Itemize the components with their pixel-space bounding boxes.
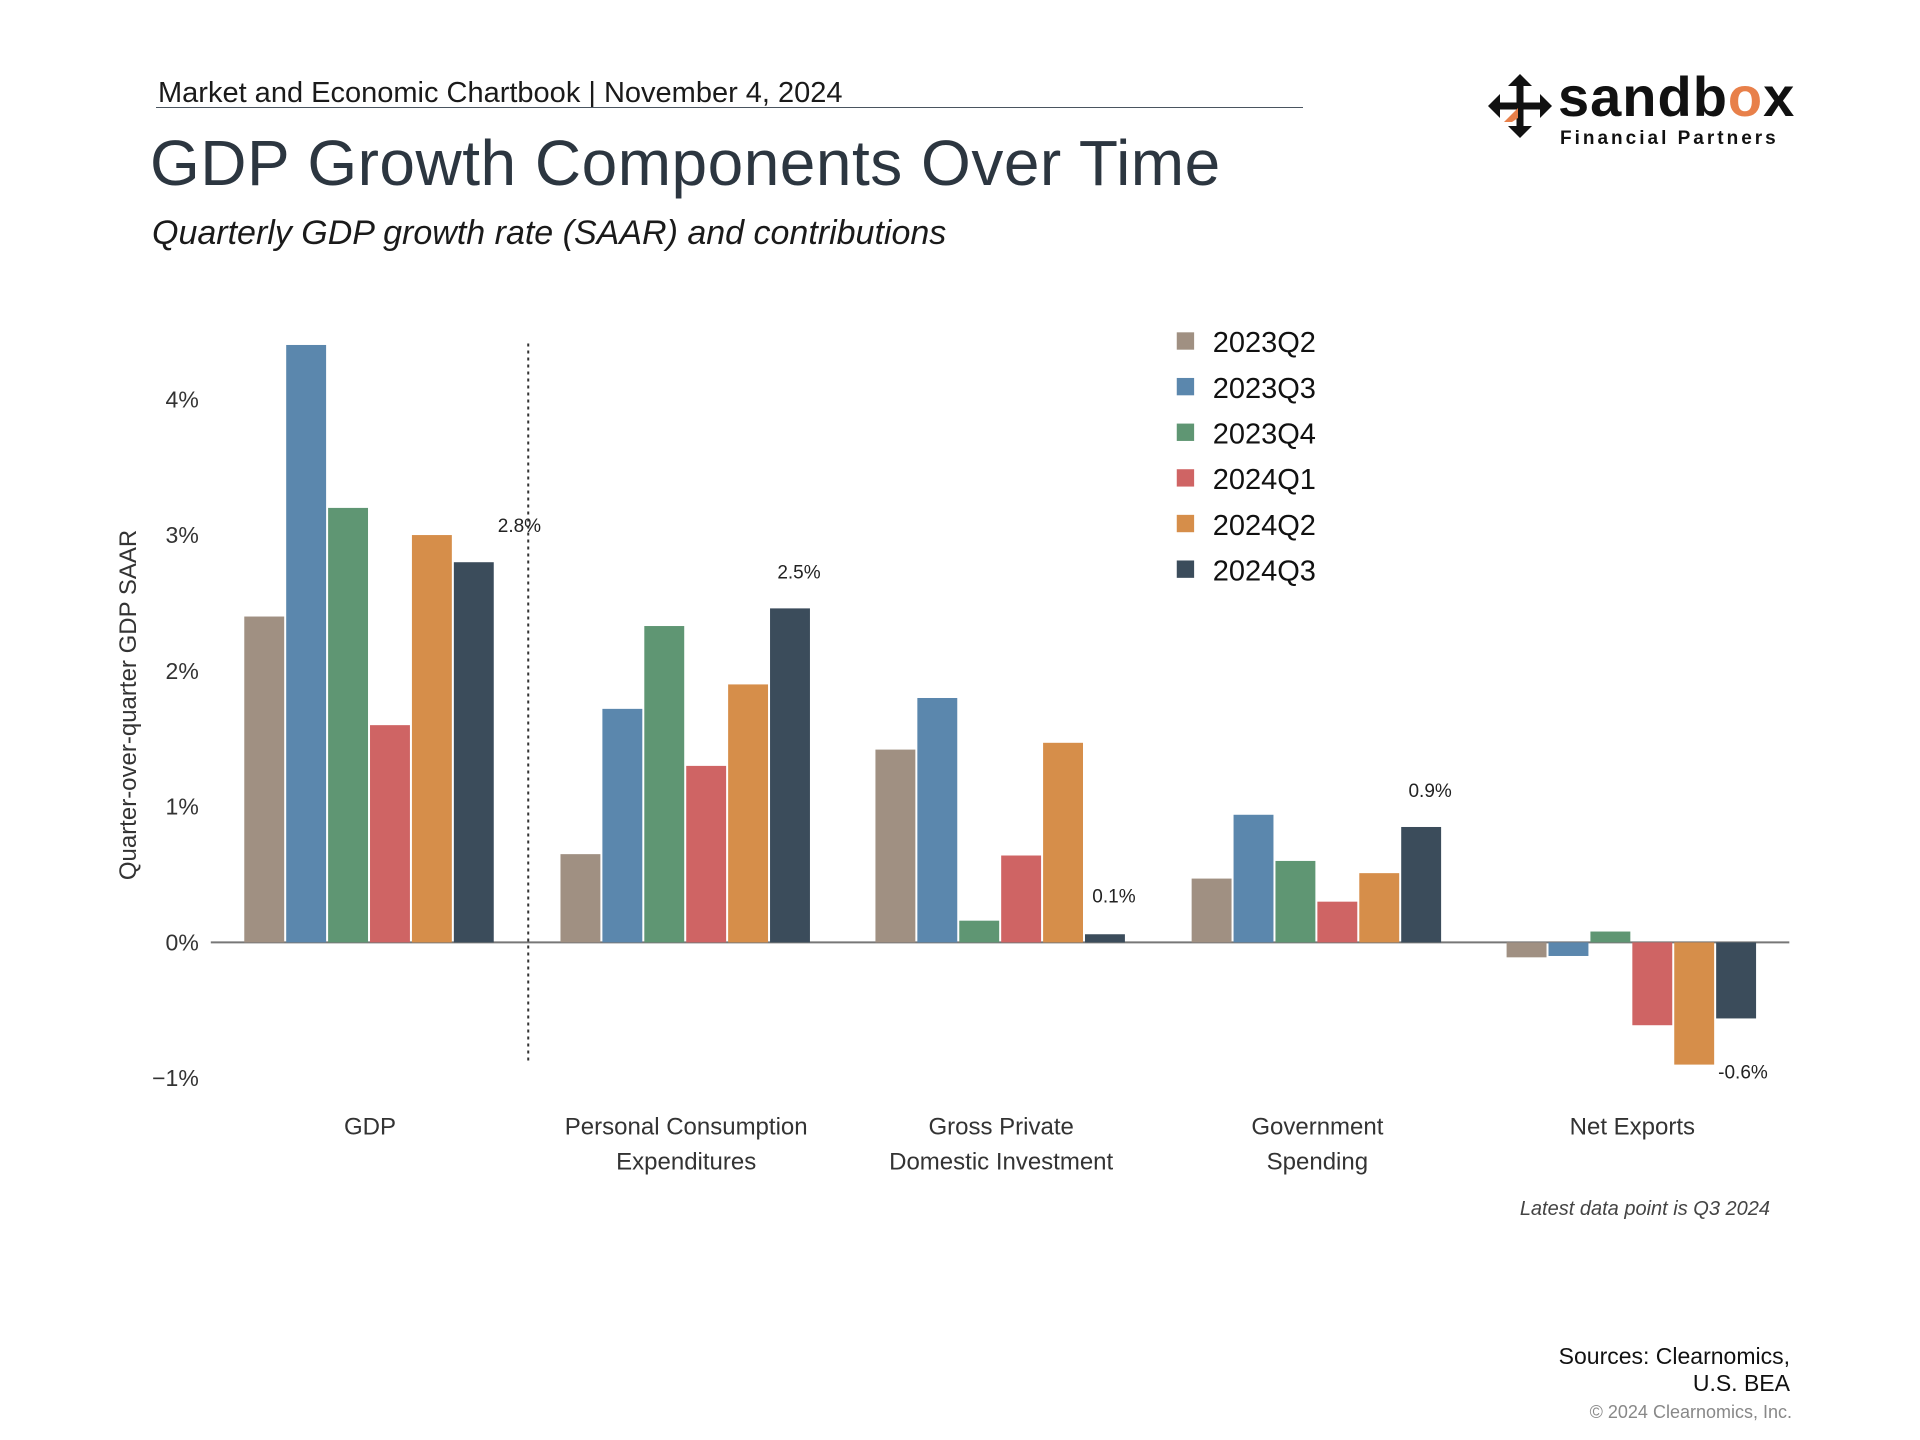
legend-label: 2024Q2 [1213, 510, 1316, 542]
latest-data-note: Latest data point is Q3 2024 [1519, 1198, 1770, 1220]
y-tick-label: 3% [166, 522, 199, 548]
y-tick-label: −1% [152, 1065, 199, 1091]
bar-2023q3-cat2 [917, 697, 958, 943]
legend-swatch [1176, 560, 1195, 578]
data-label: -0.6% [1718, 1063, 1768, 1084]
category-label: Personal Consumption [565, 1114, 808, 1141]
legend-label: 2024Q1 [1213, 464, 1316, 496]
bar-2024q3-cat1 [770, 608, 810, 943]
category-label: Government [1251, 1114, 1383, 1141]
bar-2024q1-cat1 [686, 765, 727, 943]
bars [244, 344, 1757, 1065]
page-title: GDP Growth Components Over Time [150, 127, 1221, 199]
legend-swatch [1176, 423, 1195, 441]
category-label: Net Exports [1570, 1114, 1695, 1141]
data-label: 0.9% [1408, 781, 1451, 802]
legend-swatch [1176, 514, 1195, 533]
category-label: GDP [344, 1114, 396, 1141]
y-tick-label: 4% [166, 386, 199, 412]
bar-2024q3-cat0 [453, 562, 494, 943]
bar-2023q4-cat3 [1275, 860, 1316, 943]
bar-2023q2-cat4 [1506, 942, 1547, 958]
bar-2023q2-cat1 [560, 854, 601, 943]
bar-2023q2-cat0 [244, 616, 285, 943]
logo-wordmark-prefix: sandb [1558, 65, 1728, 128]
bar-2023q4-cat0 [328, 507, 369, 943]
legend-label: 2024Q3 [1213, 555, 1316, 587]
bar-2024q1-cat3 [1317, 901, 1358, 943]
bar-2024q2-cat1 [728, 684, 769, 943]
sources: Sources: Clearnomics, U.S. BEA [1559, 1343, 1790, 1397]
logo-tagline: Financial Partners [1560, 128, 1779, 149]
legend-label: 2023Q4 [1213, 419, 1316, 451]
data-labels: 2.8% 2.5% 0.1% 0.9% -0.6% [498, 516, 1768, 1083]
legend-swatch [1176, 332, 1195, 350]
sandbox-logo: sandbox Financial Partners [1488, 65, 1794, 152]
bar-2023q4-cat1 [644, 626, 685, 943]
x-axis-categories: GDP Personal Consumption Expenditures Gross… [344, 1114, 1695, 1176]
legend-label: 2023Q2 [1213, 327, 1316, 359]
bar-2023q3-cat1 [602, 708, 643, 943]
bar-2023q3-cat3 [1233, 814, 1274, 943]
arrows-cross-icon [1488, 74, 1552, 138]
data-label: 2.5% [777, 562, 820, 583]
category-label: Domestic Investment [889, 1148, 1113, 1175]
logo-wordmark-accent: o [1727, 65, 1764, 128]
bar-2024q1-cat0 [370, 725, 410, 943]
y-axis-label: Quarter-over-quarter GDP SAAR [115, 530, 142, 880]
legend-label: 2023Q3 [1213, 373, 1316, 405]
bar-2024q1-cat2 [1001, 855, 1042, 943]
bar-2024q1-cat4 [1632, 942, 1673, 1026]
bar-2024q3-cat3 [1401, 826, 1442, 943]
chartbook-header: Market and Economic Chartbook | November… [158, 77, 843, 109]
data-label: 2.8% [498, 516, 541, 537]
bar-2024q2-cat2 [1043, 742, 1083, 943]
sources-line-2: U.S. BEA [1692, 1370, 1790, 1396]
bar-2024q2-cat4 [1674, 942, 1715, 1065]
copyright: © 2024 Clearnomics, Inc. [1589, 1402, 1792, 1422]
legend: 2023Q2 2023Q3 2023Q4 2024Q1 2024Q2 2024Q3 [1176, 327, 1316, 587]
bar-2023q3-cat0 [286, 344, 327, 943]
legend-swatch [1176, 377, 1195, 396]
page-subtitle: Quarterly GDP growth rate (SAAR) and con… [152, 214, 947, 252]
y-tick-label: 1% [166, 794, 199, 820]
bar-2023q2-cat3 [1191, 878, 1232, 943]
category-label: Gross Private [928, 1114, 1073, 1141]
logo-wordmark: sandbox [1558, 64, 1795, 129]
bar-2023q3-cat4 [1548, 942, 1589, 956]
bar-2024q2-cat0 [411, 535, 452, 943]
bar-2024q2-cat3 [1359, 873, 1400, 943]
header-divider [156, 107, 1303, 108]
y-tick-label: 0% [166, 929, 199, 955]
bar-2023q2-cat2 [875, 749, 916, 943]
legend-swatch [1176, 469, 1195, 487]
data-label: 0.1% [1092, 886, 1135, 907]
bar-2024q3-cat2 [1085, 934, 1125, 943]
y-axis: −1% 0% 1% 2% 3% 4% [152, 343, 1790, 1091]
bar-2023q4-cat2 [959, 920, 1000, 943]
y-tick-label: 2% [166, 658, 199, 684]
bar-2023q4-cat4 [1590, 931, 1631, 943]
category-label: Spending [1267, 1148, 1368, 1175]
sources-line-1: Sources: Clearnomics, [1558, 1343, 1790, 1369]
logo-wordmark-suffix: x [1763, 65, 1796, 128]
bar-2024q3-cat4 [1716, 942, 1757, 1019]
category-label: Expenditures [616, 1148, 756, 1175]
